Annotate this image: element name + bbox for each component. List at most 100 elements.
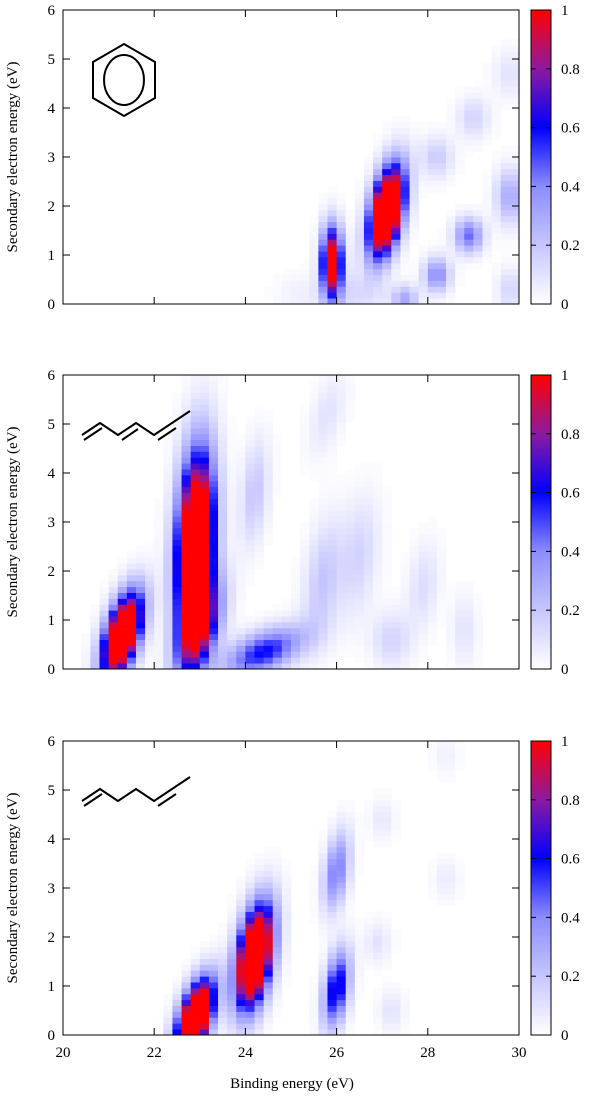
heatmap-cell [464, 86, 474, 93]
heatmap-cell [199, 410, 210, 417]
heatmap-cell [409, 557, 420, 564]
heatmap-cell [455, 639, 465, 646]
heatmap-cell [218, 1005, 228, 1012]
heatmap-cell [473, 621, 483, 629]
heatmap-cell [509, 204, 520, 211]
heatmap-cell [327, 286, 337, 293]
heatmap-cell [236, 539, 246, 546]
heatmap-cell [336, 946, 347, 954]
heatmap-cell [473, 139, 483, 146]
heatmap-cell [363, 463, 374, 470]
heatmap-cell [272, 616, 283, 623]
heatmap-cell [218, 621, 228, 629]
heatmap-cell [427, 616, 438, 623]
heatmap-cell [354, 645, 365, 652]
heatmap-cell [181, 498, 192, 505]
heatmap-cell [363, 627, 374, 635]
heatmap-cell [254, 1029, 265, 1036]
heatmap-cell [345, 404, 356, 411]
heatmap-cell [336, 616, 347, 623]
heatmap-cell [135, 616, 146, 623]
heatmap-cell [318, 292, 328, 299]
heatmap-cell [455, 215, 465, 223]
heatmap-cell [391, 221, 401, 228]
heatmap-cell [418, 245, 429, 252]
heatmap-cell [464, 598, 474, 605]
heatmap-cell [300, 533, 310, 541]
heatmap-cell [309, 398, 319, 405]
heatmap-cell [90, 663, 100, 670]
heatmap-cell [117, 610, 128, 617]
heatmap-cell [227, 498, 237, 505]
heatmap-cell [400, 633, 410, 640]
heatmap-cell [309, 987, 319, 995]
heatmap-cell [336, 633, 347, 640]
heatmap-cell [382, 492, 392, 499]
heatmap-cell [190, 633, 201, 640]
heatmap-cell [318, 663, 328, 670]
heatmap-cell [309, 557, 319, 564]
heatmap-cell [382, 805, 392, 812]
heatmap-cell [455, 209, 465, 217]
heatmap-cell [263, 1011, 274, 1018]
heatmap-cell [418, 557, 429, 564]
heatmap-cell [345, 823, 356, 830]
heatmap-cell [373, 929, 383, 936]
colorbar: 00.20.40.60.81 [530, 3, 580, 313]
heatmap-cell [245, 657, 255, 664]
heatmap-cell [163, 557, 173, 564]
heatmap-cell [218, 422, 228, 429]
heatmap-cell [272, 858, 283, 865]
heatmap-cell [418, 639, 429, 646]
heatmap-cell [154, 580, 164, 588]
heatmap-cell [309, 580, 319, 588]
heatmap-cell [391, 162, 401, 170]
heatmap-cell [108, 592, 119, 599]
heatmap-cell [482, 192, 493, 199]
heatmap-cell [327, 835, 337, 842]
heatmap-cell [336, 976, 347, 983]
heatmap-cell [373, 1029, 383, 1036]
heatmap-cell [272, 893, 283, 901]
heatmap-cell [427, 539, 438, 546]
heatmap-cell [436, 127, 447, 134]
heatmap-cell [300, 445, 310, 452]
heatmap-cell [309, 527, 319, 535]
heatmap-cell [272, 627, 283, 635]
heatmap-cell [263, 1029, 274, 1036]
heatmap-cell [354, 982, 365, 989]
heatmap-cell [363, 239, 374, 246]
heatmap-cell [272, 298, 283, 305]
heatmap-cell [373, 192, 383, 199]
heatmap-cell [336, 262, 347, 270]
heatmap-cell [181, 657, 192, 664]
heatmap-cell [172, 510, 182, 517]
heatmap-cell [336, 427, 347, 435]
heatmap-cell [272, 993, 283, 1001]
colorbar-frame [530, 740, 552, 1036]
heatmap-cell [245, 1023, 255, 1030]
heatmap-cell [318, 480, 328, 488]
heatmap-cell [363, 492, 374, 499]
heatmap-cell [327, 204, 337, 211]
heatmap-cell [373, 788, 383, 795]
heatmap-cell [354, 480, 365, 488]
heatmap-cell [108, 663, 119, 670]
heatmap-cell [482, 68, 493, 76]
heatmap-cell [354, 592, 365, 599]
heatmap-cell [263, 651, 274, 658]
heatmap-cell [227, 893, 237, 901]
heatmap-cell [254, 551, 265, 558]
heatmap-cell [354, 215, 365, 223]
heatmap-cell [263, 410, 274, 417]
heatmap-cell [354, 239, 365, 246]
heatmap-cell [482, 180, 493, 187]
heatmap-cell [464, 651, 474, 658]
heatmap-cell [391, 621, 401, 629]
heatmap-cell [473, 627, 483, 635]
heatmap-cell [382, 245, 392, 252]
heatmap-cell [382, 987, 392, 995]
heatmap-cell [254, 893, 265, 901]
heatmap-cell [208, 463, 219, 470]
heatmap-cell [281, 604, 292, 611]
